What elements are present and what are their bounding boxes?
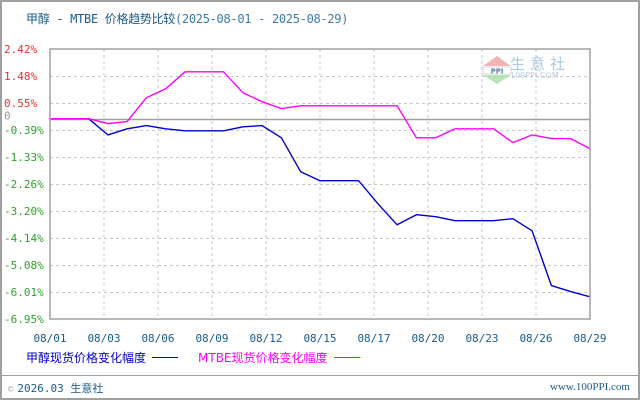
y-tick-label: -4.14% xyxy=(4,232,44,245)
legend-label-mtbe: MTBE现货价格变化幅度 xyxy=(198,350,328,365)
series-lines xyxy=(50,71,591,298)
plot-area xyxy=(49,48,591,320)
legend-label-methanol: 甲醇现货价格变化幅度 xyxy=(26,350,147,365)
legend-item-methanol: 甲醇现货价格变化幅度 xyxy=(26,349,179,366)
x-axis-ticks: 08/01 08/03 08/06 08/09 08/12 08/15 08/17 08/20… xyxy=(33,332,606,345)
x-tick-label: 08/20 xyxy=(411,332,444,345)
chart-title-main: 甲醇 - MTBE 价格趋势比较 xyxy=(26,12,175,26)
y-tick-label: 0 xyxy=(4,110,11,123)
y-tick-label: -3.20% xyxy=(4,205,44,218)
footer-copyright: © 2026.03 生意社 xyxy=(8,380,103,396)
x-tick-label: 08/09 xyxy=(195,332,228,345)
footer-copyright-text: 2026.03 生意社 xyxy=(17,382,104,395)
y-tick-label: -6.95% xyxy=(4,313,44,326)
y-tick-label: -1.33% xyxy=(4,151,44,164)
footer-website-link[interactable]: www.100PPI.com xyxy=(550,381,630,393)
y-tick-label: -6.01% xyxy=(4,286,44,299)
footer-divider xyxy=(2,375,638,376)
y-tick-label: -5.08% xyxy=(4,259,44,272)
legend-item-mtbe: MTBE现货价格变化幅度 xyxy=(198,349,360,366)
x-tick-label: 08/17 xyxy=(357,332,390,345)
chart-title-range: (2025-08-01 - 2025-08-29) xyxy=(175,12,349,26)
x-tick-label: 08/26 xyxy=(519,332,552,345)
gridlines xyxy=(50,49,590,319)
x-tick-label: 08/03 xyxy=(87,332,120,345)
legend-line-mtbe xyxy=(333,356,360,358)
x-tick-label: 08/12 xyxy=(249,332,282,345)
chart-title: 甲醇 - MTBE 价格趋势比较(2025-08-01 - 2025-08-29… xyxy=(26,10,348,27)
x-tick-label: 08/06 xyxy=(141,332,174,345)
y-tick-label: 1.48% xyxy=(4,70,37,83)
y-tick-label: 2.42% xyxy=(4,43,37,56)
y-tick-label: 0.55% xyxy=(4,97,37,110)
watermark-brand: 生意社 xyxy=(510,55,571,73)
svg-text:PPI: PPI xyxy=(491,68,504,76)
x-tick-label: 08/23 xyxy=(465,332,498,345)
legend-line-methanol xyxy=(152,356,179,358)
legend: 甲醇现货价格变化幅度 MTBE现货价格变化幅度 xyxy=(26,349,380,365)
series-line-mtbe xyxy=(50,71,591,150)
copyright-icon: © xyxy=(8,385,14,395)
y-axis-ticks: 2.42% 1.48% 0.55%0-0.39% -1.33% -2.26% -3.20%… xyxy=(4,43,44,326)
watermark-sub: 100PPI.COM xyxy=(510,71,559,80)
series-line-methanol xyxy=(50,117,591,298)
x-tick-label: 08/01 xyxy=(33,332,66,345)
x-tick-label: 08/29 xyxy=(573,332,606,345)
watermark-logo-icon: PPI xyxy=(482,56,512,84)
x-tick-label: 08/15 xyxy=(303,332,336,345)
y-tick-label: -0.39% xyxy=(4,124,44,137)
y-tick-label: -2.26% xyxy=(4,178,44,191)
